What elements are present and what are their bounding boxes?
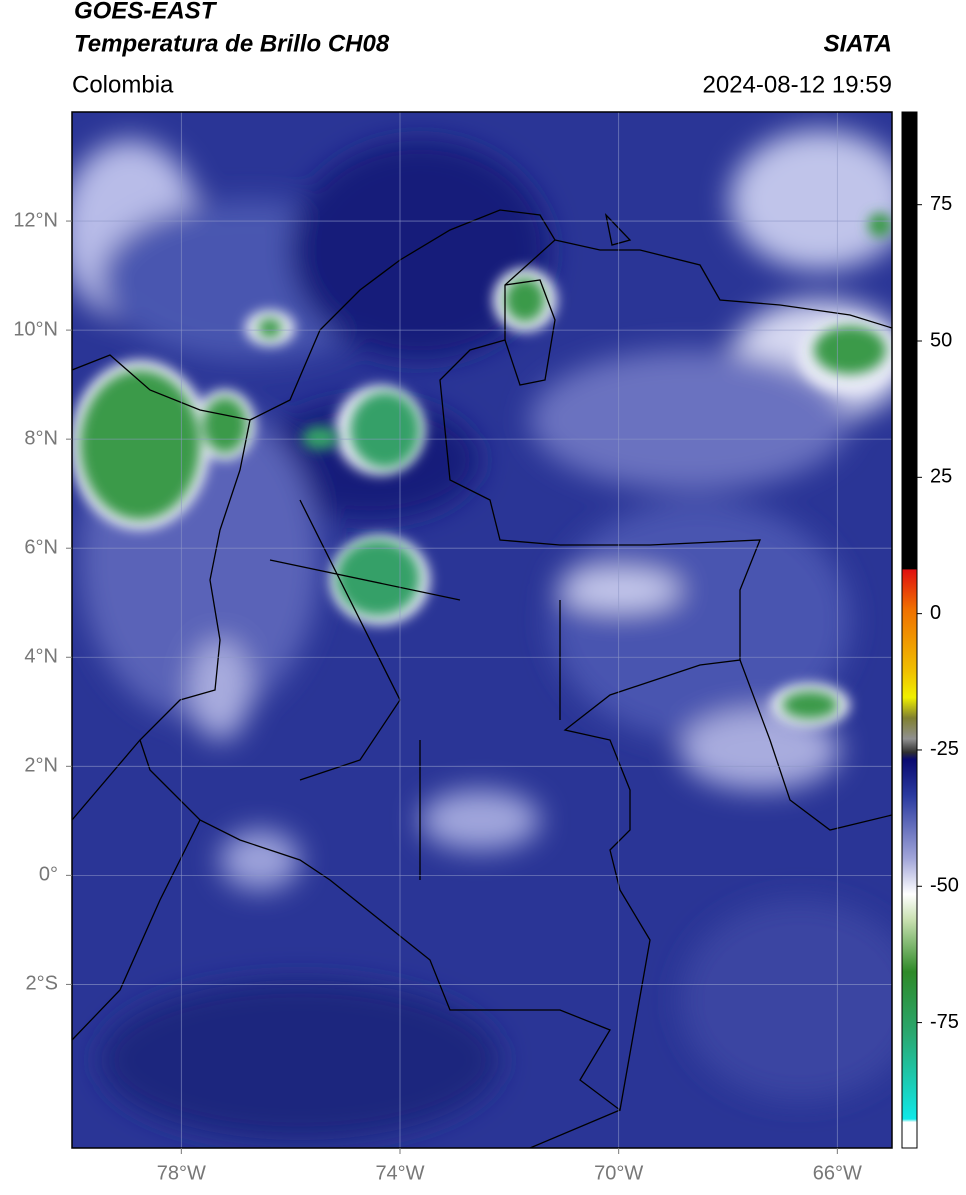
y-tick-label: 6°N [24, 536, 58, 558]
source: SIATA [824, 30, 892, 57]
satellite-image [72, 112, 892, 1148]
colorbar [901, 111, 918, 1149]
y-tick-label: 12°N [13, 209, 58, 231]
x-tick-label: 74°W [375, 1162, 424, 1184]
colorbar-tick-label: 75 [930, 193, 952, 215]
y-tick-label: 0° [39, 864, 58, 886]
y-tick-label: 2°N [24, 755, 58, 777]
grid [72, 112, 892, 1148]
colorbar-tick-label: 25 [930, 466, 952, 488]
colorbar-tick-label: 50 [930, 329, 952, 351]
satellite: GOES-EAST [74, 0, 218, 24]
y-tick-label: 8°N [24, 427, 58, 449]
product: Temperatura de Brillo CH08 [74, 30, 390, 57]
x-tick-label: 66°W [813, 1162, 862, 1184]
colorbar-tick-label: -50 [930, 875, 959, 897]
datetime: 2024-08-12 19:59 [703, 71, 893, 98]
y-tick-label: 4°N [24, 646, 58, 668]
map-frame [71, 111, 893, 1149]
colorbar-tick-label: -75 [930, 1011, 959, 1033]
y-tick-label: 2°S [26, 973, 58, 995]
colorbar-tick-label: -25 [930, 738, 959, 760]
x-tick-label: 78°W [157, 1162, 206, 1184]
region: Colombia [72, 71, 174, 98]
x-tick-label: 70°W [594, 1162, 643, 1184]
borders [72, 209, 892, 1148]
colorbar-tick-label: 0 [930, 602, 941, 624]
y-tick-label: 10°N [13, 318, 58, 340]
